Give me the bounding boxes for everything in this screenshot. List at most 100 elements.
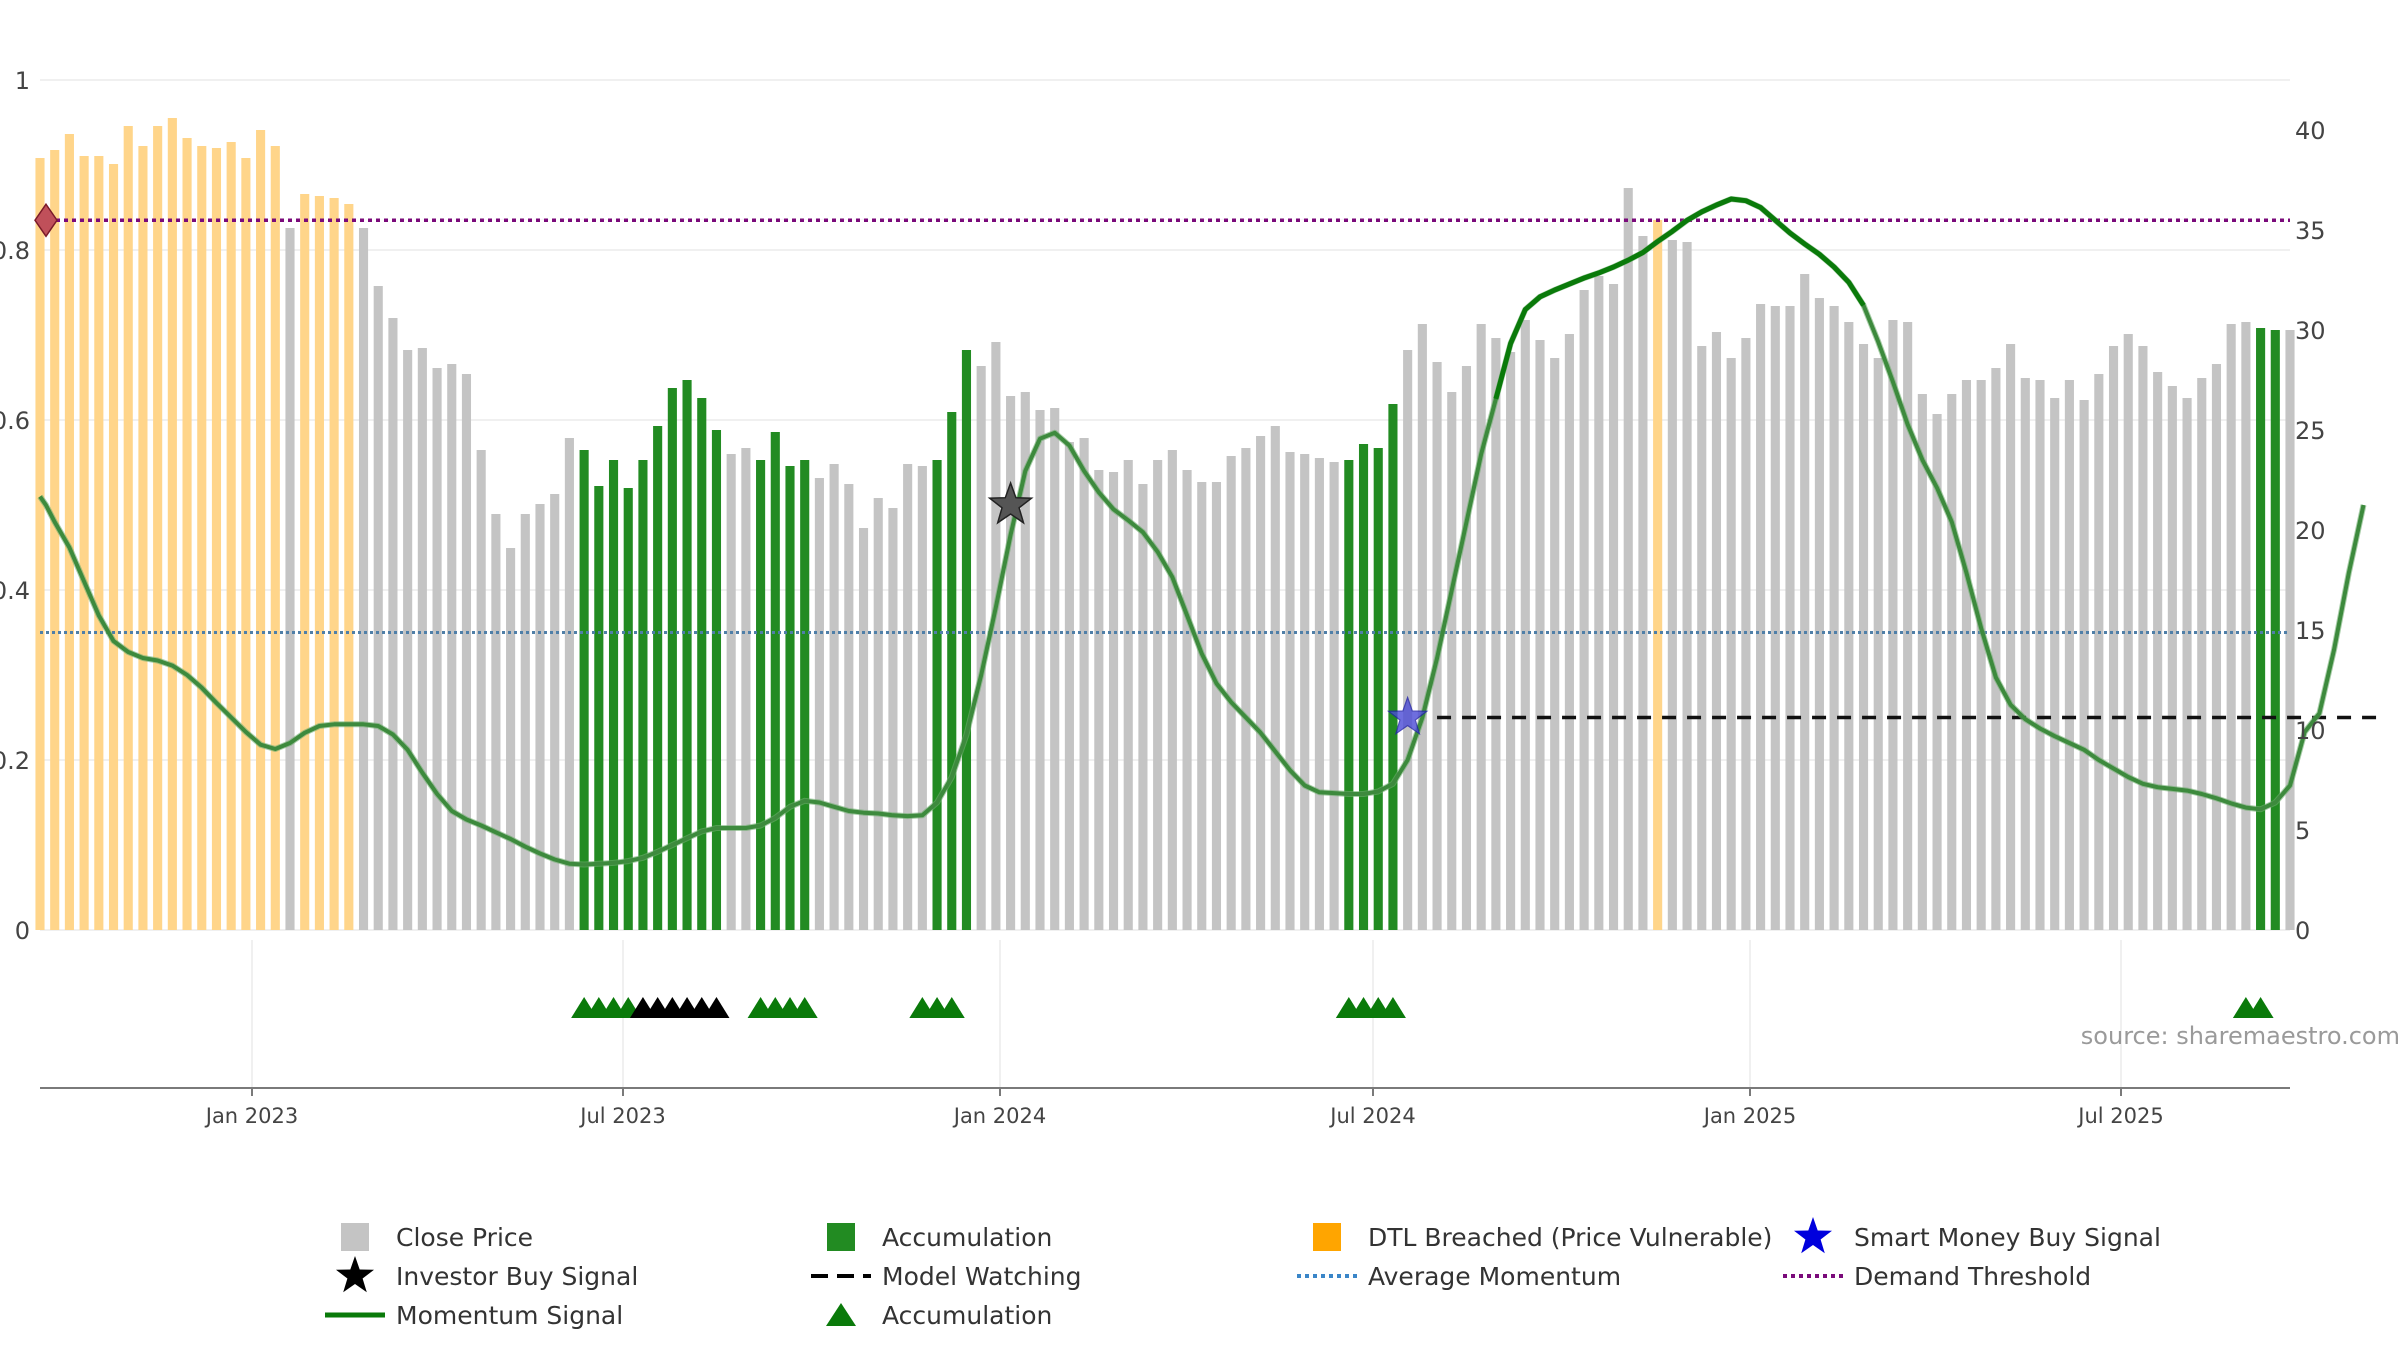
- close-price-bar: [2035, 380, 2045, 930]
- close-price-bar: [1917, 394, 1927, 930]
- close-price-bar: [1094, 470, 1104, 930]
- close-price-bar: [2064, 380, 2074, 930]
- close-price-bar: [520, 514, 530, 930]
- legend-swatch: [1313, 1223, 1341, 1251]
- dtl-breached-bar: [344, 204, 354, 930]
- close-price-bar: [2226, 324, 2236, 930]
- close-price-bar: [1329, 462, 1339, 930]
- source-attribution: source: sharemaestro.com: [2081, 1022, 2400, 1050]
- close-price-bar: [991, 342, 1001, 930]
- dtl-breached-bar: [153, 126, 163, 930]
- close-price-bar: [1858, 344, 1869, 930]
- close-price-bar: [2020, 378, 2030, 930]
- accumulation-bar: [800, 460, 810, 930]
- legend-triangle: [826, 1303, 856, 1326]
- accumulation-bar: [682, 380, 692, 930]
- close-price-bar: [1079, 438, 1089, 930]
- close-price-bar: [1800, 274, 1810, 930]
- close-price-bar: [1770, 306, 1780, 930]
- accumulation-bar: [653, 426, 663, 930]
- legend-star: [1794, 1217, 1832, 1254]
- close-price-bar: [2108, 346, 2119, 930]
- close-price-bar: [2006, 344, 2016, 930]
- legend-label: Accumulation: [882, 1301, 1052, 1330]
- close-price-bar: [917, 466, 927, 930]
- x-tick-label: Jan 2024: [952, 1104, 1047, 1128]
- close-price-bar: [1829, 306, 1839, 930]
- close-price-bar: [1932, 414, 1942, 930]
- dtl-breached-bar: [197, 146, 207, 930]
- y-right-tick-label: 15: [2295, 617, 2326, 645]
- y-right-tick-label: 35: [2295, 217, 2326, 245]
- y-left-tick-label: 0.6: [0, 407, 30, 435]
- close-price-bar: [2182, 398, 2192, 930]
- accumulation-bar: [608, 460, 619, 930]
- close-price-bar: [550, 494, 560, 930]
- dtl-breached-bar: [79, 156, 89, 930]
- y-left-tick-label: 1: [15, 67, 30, 95]
- line-series: [37, 196, 2379, 868]
- close-price-bar: [888, 508, 898, 930]
- close-price-bar: [491, 514, 501, 930]
- close-price-bar: [726, 454, 736, 930]
- close-price-bar: [2211, 364, 2222, 930]
- close-price-bar: [2094, 374, 2104, 930]
- dtl-breached-bar: [35, 158, 45, 930]
- accumulation-bar: [594, 486, 604, 930]
- close-price-bar: [1947, 394, 1957, 930]
- legend-swatch: [827, 1223, 855, 1251]
- close-price-bar: [447, 364, 457, 930]
- close-price-bar: [1991, 368, 2001, 930]
- close-price-bar: [1241, 448, 1251, 930]
- dtl-breached-bar: [226, 142, 236, 930]
- legend-label: Average Momentum: [1368, 1262, 1621, 1291]
- dtl-breached-bar: [94, 156, 104, 930]
- accumulation-bar: [2270, 330, 2280, 930]
- close-price-bar: [1197, 482, 1207, 930]
- close-price-bar: [2138, 346, 2148, 930]
- accumulation-bar: [697, 398, 707, 930]
- dtl-breached-bar: [182, 138, 192, 930]
- dtl-breached-bar: [123, 126, 133, 930]
- close-price-bar: [1050, 408, 1060, 930]
- x-tick-label: Jul 2025: [2076, 1104, 2163, 1128]
- close-price-bar: [1667, 240, 1677, 930]
- close-price-bar: [1623, 188, 1633, 930]
- momentum-signal-line: [38, 197, 2366, 867]
- legend-label: Smart Money Buy Signal: [1854, 1223, 2161, 1252]
- x-tick-label: Jan 2025: [1702, 1104, 1797, 1128]
- legend-label: Accumulation: [882, 1223, 1052, 1252]
- close-price-bar: [1417, 324, 1427, 930]
- close-price-bar: [358, 228, 369, 930]
- close-price-bar: [2050, 398, 2060, 930]
- close-price-bar: [1123, 460, 1133, 930]
- close-price-bar: [432, 368, 442, 930]
- close-price-bar: [1211, 482, 1222, 930]
- close-price-bar: [373, 286, 383, 930]
- legend-label: DTL Breached (Price Vulnerable): [1368, 1223, 1772, 1252]
- close-price-bar: [564, 438, 574, 930]
- close-price-bar: [1256, 436, 1266, 930]
- accumulation-bar: [1358, 444, 1369, 930]
- dtl-breached-bar: [1653, 220, 1663, 930]
- accumulation-bar: [756, 460, 766, 930]
- y-right-tick-label: 10: [2295, 717, 2326, 745]
- demand-marker: [34, 202, 58, 238]
- y-left-tick-label: 0.4: [0, 577, 30, 605]
- accumulation-marker: [2247, 997, 2274, 1018]
- signal-markers: [34, 202, 2274, 1018]
- close-price-bar: [2153, 372, 2163, 930]
- close-price-bar: [1300, 454, 1310, 930]
- y-left-tick-label: 0: [15, 917, 30, 945]
- legend-label: Close Price: [396, 1223, 533, 1252]
- close-price-bar: [1167, 450, 1177, 930]
- accumulation-bar: [2256, 328, 2266, 930]
- close-price-bar: [976, 366, 986, 930]
- close-price-bar: [741, 448, 751, 930]
- x-tick-label: Jul 2023: [578, 1104, 665, 1128]
- close-price-bar: [1608, 284, 1619, 930]
- close-price-bar: [829, 464, 839, 930]
- accumulation-bar: [1373, 448, 1383, 930]
